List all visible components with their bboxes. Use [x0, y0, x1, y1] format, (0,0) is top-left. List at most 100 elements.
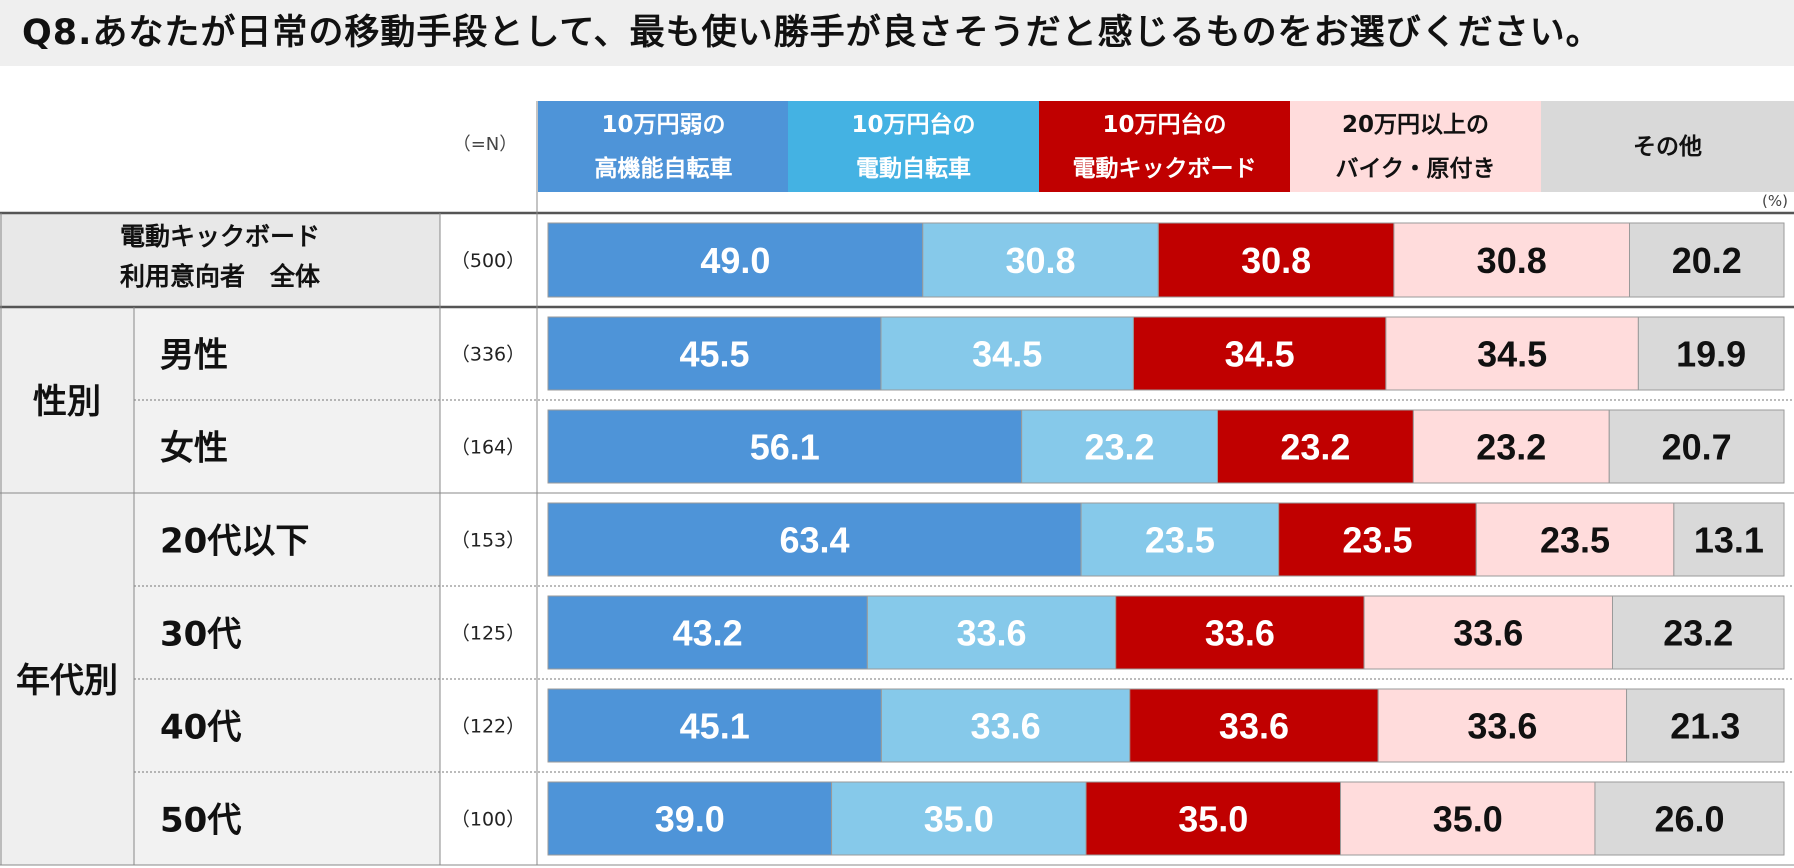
bar-value-label: 23.2 — [1085, 427, 1155, 468]
bar-segment — [880, 316, 1134, 391]
bar-value-label: 33.6 — [1219, 706, 1289, 747]
bar-segment — [1412, 409, 1610, 484]
row-n: （125） — [451, 623, 525, 645]
bar-value-label: 23.5 — [1342, 520, 1412, 561]
bar-value-label: 30.8 — [1006, 240, 1076, 281]
row-label: 男性 — [160, 336, 228, 376]
bar-segment — [1217, 409, 1414, 484]
group-column-bg — [0, 307, 134, 865]
bar-segment — [547, 222, 924, 298]
bar-value-label: 23.5 — [1540, 520, 1610, 561]
bar-value-label: 33.6 — [957, 613, 1027, 654]
bar-value-label: 34.5 — [1225, 334, 1295, 375]
bar-value-label: 63.4 — [779, 520, 849, 561]
bar-segment — [1080, 502, 1280, 577]
row-n: （122） — [451, 716, 525, 738]
row-label: 50代 — [160, 801, 241, 841]
legend-label: 10万円弱の — [601, 111, 726, 138]
legend-item-4: 20万円以上の バイク・原付き — [1290, 101, 1541, 192]
legend-label: 10万円台の — [1102, 111, 1227, 138]
bar-value-label: 49.0 — [700, 240, 770, 281]
bar-segment — [1339, 781, 1596, 856]
bar-value-label: 33.6 — [971, 706, 1041, 747]
bar-segment — [547, 781, 833, 856]
legend-label: 電動キックボード — [1072, 155, 1257, 182]
bar-segment — [1129, 688, 1379, 763]
bar-value-label: 33.6 — [1453, 613, 1523, 654]
bar-value-label: 35.0 — [1433, 799, 1503, 840]
row-n: （336） — [451, 344, 525, 366]
row-n: （100） — [451, 809, 525, 831]
legend-item-5: その他 — [1541, 101, 1794, 192]
row-label: 20代以下 — [160, 522, 309, 562]
bar-segment — [1132, 316, 1387, 391]
bar-value-label: 23.2 — [1663, 613, 1733, 654]
row-label: 利用意向者 全体 — [120, 262, 321, 291]
bar-value-label: 21.3 — [1670, 706, 1740, 747]
bar-segment — [1608, 409, 1785, 484]
bar-segment — [1673, 502, 1785, 577]
bar-value-label: 33.6 — [1205, 613, 1275, 654]
bar-value-label: 45.1 — [680, 706, 750, 747]
total-label-cell — [0, 213, 440, 307]
question-title: Q8.あなたが日常の移動手段として、最も使い勝手が良さそうだと感じるものをお選び… — [22, 13, 1602, 53]
legend-label: バイク・原付き — [1335, 155, 1496, 182]
row-n: （500） — [451, 250, 525, 272]
bar-segment — [1363, 595, 1613, 670]
bar-value-label: 23.2 — [1280, 427, 1350, 468]
unit-label: (%) — [1762, 192, 1788, 210]
bar-segment — [1377, 688, 1628, 763]
bar-value-label: 43.2 — [673, 613, 743, 654]
bar-segment — [1115, 595, 1365, 670]
bar-segment — [1626, 688, 1785, 763]
legend-item-2: 10万円台の 電動自転車 — [788, 101, 1039, 192]
bar-value-label: 13.1 — [1694, 520, 1764, 561]
bar-segment — [1278, 502, 1477, 577]
bar-segment — [1475, 502, 1675, 577]
bar-value-label: 33.6 — [1467, 706, 1537, 747]
bar-segment — [1611, 595, 1785, 670]
legend-label: 電動自転車 — [855, 155, 971, 182]
bar-value-label: 19.9 — [1676, 334, 1746, 375]
bar-value-label: 45.5 — [679, 334, 749, 375]
bar-segment — [547, 595, 868, 670]
legend-item-1: 10万円弱の 高機能自転車 — [538, 101, 789, 192]
row-label: 40代 — [160, 708, 241, 748]
group-label: 性別 — [33, 382, 101, 422]
bar-value-label: 23.2 — [1476, 427, 1546, 468]
legend-label: 10万円台の — [851, 111, 976, 138]
bar-segment — [866, 595, 1117, 670]
bar-segment — [547, 688, 882, 763]
bar-segment — [831, 781, 1087, 856]
bar-segment — [1021, 409, 1219, 484]
n-column-header: （=N） — [452, 134, 518, 155]
bar-segment — [880, 688, 1131, 763]
bar-segment — [1085, 781, 1341, 856]
bar-segment — [1629, 222, 1785, 298]
title-bar: Q8.あなたが日常の移動手段として、最も使い勝手が良さそうだと感じるものをお選び… — [0, 0, 1794, 66]
bar-segment — [1393, 222, 1631, 298]
legend-label: 20万円以上の — [1341, 111, 1489, 138]
bar-segment — [547, 409, 1023, 484]
bar-value-label: 35.0 — [1178, 799, 1248, 840]
bar-segment — [1637, 316, 1785, 391]
bar-value-label: 35.0 — [924, 799, 994, 840]
row-label: 30代 — [160, 615, 241, 655]
bar-value-label: 20.2 — [1672, 240, 1742, 281]
legend-label: 高機能自転車 — [594, 155, 733, 182]
bar-value-label: 34.5 — [972, 334, 1042, 375]
bar-segment — [1594, 781, 1785, 856]
bar-value-label: 30.8 — [1477, 240, 1547, 281]
row-n: （153） — [451, 530, 525, 552]
legend-label: その他 — [1633, 133, 1702, 160]
bar-value-label: 39.0 — [655, 799, 725, 840]
bar-value-label: 26.0 — [1654, 799, 1724, 840]
row-label: 電動キックボード — [120, 222, 320, 251]
bar-value-label: 56.1 — [750, 427, 820, 468]
bar-value-label: 34.5 — [1477, 334, 1547, 375]
bar-value-label: 20.7 — [1662, 427, 1732, 468]
group-label: 年代別 — [16, 661, 118, 701]
bar-value-label: 30.8 — [1241, 240, 1311, 281]
legend-item-3: 10万円台の電動キックボード — [1039, 101, 1290, 192]
